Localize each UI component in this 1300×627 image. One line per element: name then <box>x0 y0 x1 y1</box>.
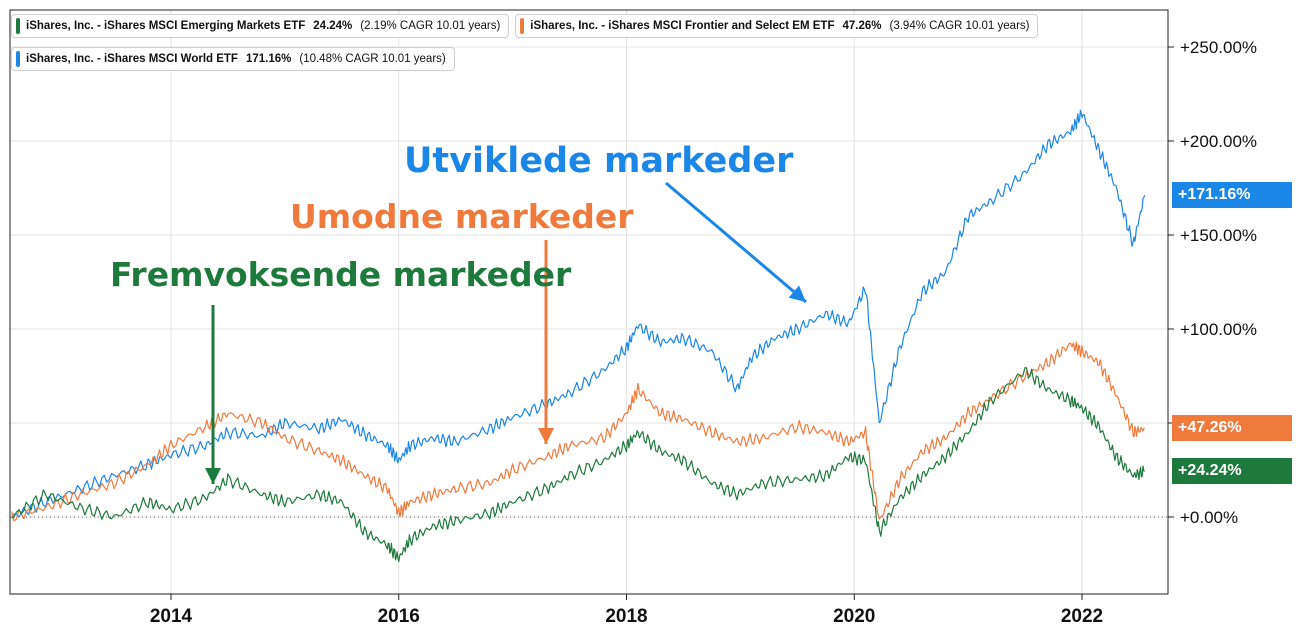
plot-frame <box>9 9 1169 595</box>
legend-series-cagr: (2.19% CAGR 10.01 years) <box>360 20 501 32</box>
y-axis-ticks: +0.00%+50.00%+100.00%+150.00%+200.00%+25… <box>1168 38 1257 527</box>
y-tick-label: +250.00% <box>1180 38 1257 57</box>
legend-series-name: iShares, Inc. - iShares MSCI Emerging Ma… <box>26 20 306 32</box>
y-tick-label: +150.00% <box>1180 226 1257 245</box>
legend-series-name: iShares, Inc. - iShares MSCI World ETF <box>26 53 238 65</box>
x-axis-ticks: 2014 2016 2018 2020 2022 <box>150 594 1103 627</box>
y-tick-label: +100.00% <box>1180 320 1257 339</box>
annotation-emerging-markets: Fremvoksende markeder <box>110 255 572 294</box>
legend-series-cagr: (3.94% CAGR 10.01 years) <box>889 20 1030 32</box>
legend-item-frontier-markets[interactable]: iShares, Inc. - iShares MSCI Frontier an… <box>515 14 1039 38</box>
value-badge-frontier: +47.26% <box>1172 415 1292 442</box>
value-badge-world: +171.16% <box>1172 182 1292 209</box>
y-tick-label: +200.00% <box>1180 132 1257 151</box>
series-lines <box>11 109 1146 563</box>
legend-series-return: 47.26% <box>842 20 882 32</box>
annotation-developed-markets: Utviklede markeder <box>404 141 794 181</box>
legend-series-return: 24.24% <box>313 20 353 32</box>
y-tick-label: +0.00% <box>1180 508 1238 527</box>
annotation-arrow-head <box>538 428 554 444</box>
legend-series-name: iShares, Inc. - iShares MSCI Frontier an… <box>530 20 835 32</box>
annotation-arrow-head <box>205 468 221 484</box>
x-tick-label: 2022 <box>1061 606 1103 627</box>
x-tick-label: 2016 <box>378 606 420 627</box>
legend-series-cagr: (10.48% CAGR 10.01 years) <box>299 53 446 65</box>
legend-swatch <box>16 18 20 34</box>
legend-row-2: iShares, Inc. - iShares MSCI World ETF 1… <box>11 47 455 71</box>
series-line <box>11 341 1145 522</box>
legend-row-1: iShares, Inc. - iShares MSCI Emerging Ma… <box>11 14 1039 38</box>
legend-item-emerging-markets[interactable]: iShares, Inc. - iShares MSCI Emerging Ma… <box>11 14 510 38</box>
annotation-arrow-head <box>788 285 806 302</box>
value-badge-emerging: +24.24% <box>1172 458 1292 485</box>
annotation-frontier-markets: Umodne markeder <box>290 197 634 236</box>
x-tick-label: 2018 <box>605 606 647 627</box>
legend-swatch <box>16 51 20 67</box>
annotation-arrow-shaft <box>665 181 807 304</box>
x-tick-label: 2014 <box>150 606 193 627</box>
legend-item-world[interactable]: iShares, Inc. - iShares MSCI World ETF 1… <box>11 47 455 71</box>
legend-swatch <box>520 18 525 34</box>
annotation-arrows <box>205 181 807 484</box>
series-line <box>11 109 1146 518</box>
x-tick-label: 2020 <box>833 606 875 627</box>
series-line <box>11 366 1145 563</box>
legend-series-return: 171.16% <box>245 53 292 65</box>
